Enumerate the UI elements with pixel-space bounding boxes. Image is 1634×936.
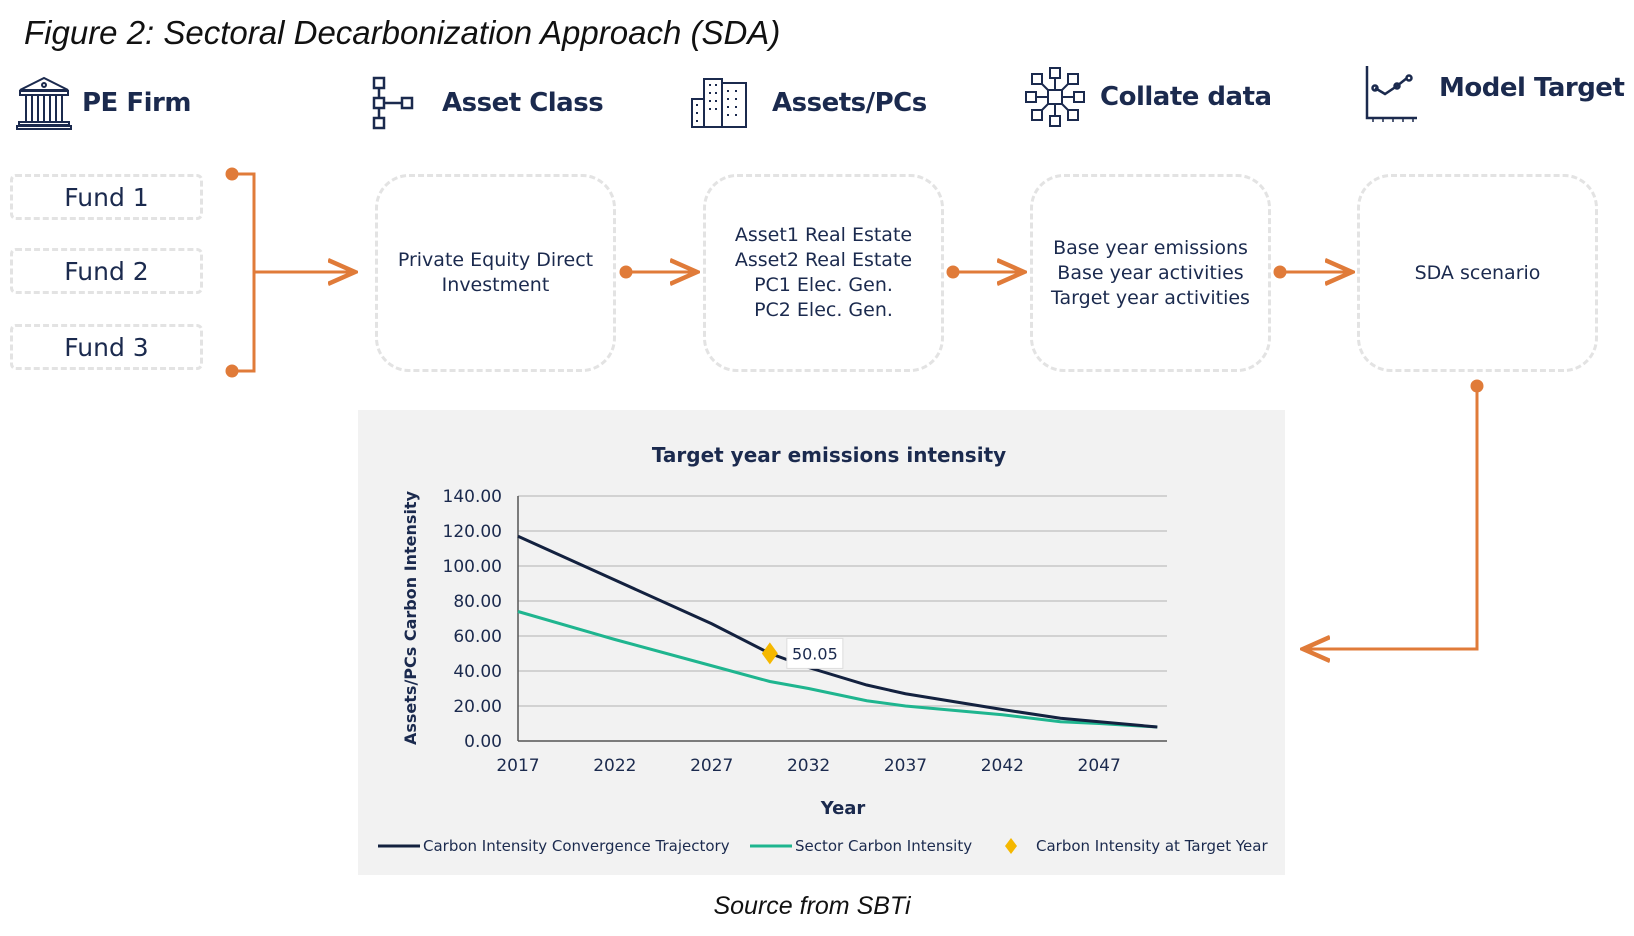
chart-title: Target year emissions intensity [652, 443, 1006, 467]
series-line-trajectory [517, 534, 1158, 729]
y-tick-label: 140.00 [443, 487, 502, 507]
fund-3: Fund 3 [10, 324, 203, 370]
box-line: Target year activities [1051, 286, 1250, 309]
x-tick-label: 2027 [690, 756, 733, 776]
sda-scenario-box: SDA scenario [1357, 174, 1598, 372]
series-line-sector [517, 610, 1158, 729]
y-tick-label: 80.00 [453, 592, 502, 612]
header-model-target: Model Target [1363, 66, 1625, 122]
bank-icon [16, 76, 72, 130]
y-tick-label: 60.00 [453, 627, 502, 647]
x-axis-title: Year [820, 798, 866, 819]
box-line: Asset2 Real Estate [734, 249, 913, 271]
header-label: Assets/PCs [772, 88, 927, 118]
x-tick-label: 2037 [884, 756, 927, 776]
fund-bracket [232, 172, 256, 373]
collate-data-box: Base year emissions Base year activities T… [1030, 174, 1271, 372]
target-point-marker [761, 642, 778, 665]
header-label: Model Target [1439, 73, 1625, 103]
target-point-label: 50.05 [792, 644, 838, 663]
x-tick-label: 2017 [496, 756, 539, 776]
header-label: Asset Class [442, 88, 604, 118]
connector-dot [225, 364, 239, 378]
arrow-sda-to-chart [1306, 386, 1479, 649]
legend-label: Carbon Intensity at Target Year [1036, 837, 1268, 855]
box-line: Private Equity Direct [397, 249, 594, 271]
assets-box: Asset1 Real Estate Asset2 Real Estate PC1 … [703, 174, 944, 372]
network-icon [1025, 67, 1085, 127]
box-line: PC1 Elec. Gen. [754, 274, 893, 296]
y-tick-label: 0.00 [464, 732, 502, 752]
box-line: Investment [441, 274, 550, 296]
hierarchy-icon [372, 76, 414, 130]
y-tick-label: 20.00 [453, 697, 502, 717]
legend-label: Carbon Intensity Convergence Trajectory [423, 837, 730, 855]
y-tick-label: 120.00 [443, 522, 502, 542]
header-label: PE Firm [82, 88, 191, 118]
fund-1: Fund 1 [10, 174, 203, 220]
line-chart-icon [1365, 66, 1417, 122]
header-collate-data: Collate data [1024, 67, 1272, 127]
buildings-icon [691, 78, 747, 128]
header-asset-class: Asset Class [372, 76, 604, 130]
box-line: Base year emissions [1053, 236, 1248, 259]
box-line: PC2 Elec. Gen. [754, 299, 893, 321]
fund-2: Fund 2 [10, 248, 203, 294]
y-tick-label: 40.00 [453, 662, 502, 682]
header-pe-firm: PE Firm [16, 76, 191, 130]
figure-title: Figure 2: Sectoral Decarbonization Appro… [24, 14, 781, 51]
x-tick-label: 2032 [787, 756, 830, 776]
box-line: Base year activities [1057, 261, 1244, 284]
data-label-box [786, 637, 844, 669]
header-label: Collate data [1100, 82, 1272, 112]
y-tick-label: 100.00 [443, 557, 502, 577]
header-assets: Assets/PCs [690, 78, 927, 128]
y-axis-title: Assets/PCs Carbon Intensity [401, 490, 420, 745]
box-line: SDA scenario [1414, 261, 1541, 284]
x-tick-label: 2022 [593, 756, 636, 776]
legend-swatch-target [1005, 838, 1017, 854]
box-line: Asset1 Real Estate [734, 224, 913, 246]
x-tick-label: 2047 [1078, 756, 1121, 776]
legend-label: Sector Carbon Intensity [795, 837, 972, 855]
source-caption: Source from SBTi [713, 892, 911, 920]
x-tick-label: 2042 [981, 756, 1024, 776]
asset-class-box: Private Equity Direct Investment [375, 174, 616, 372]
connector-dot [225, 167, 239, 181]
